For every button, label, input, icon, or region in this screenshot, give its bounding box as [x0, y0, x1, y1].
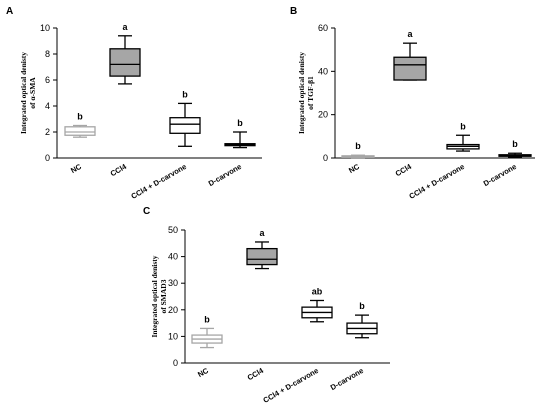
- box-2: b CCl4 + D-carvone: [130, 89, 201, 201]
- significance-label: b: [359, 301, 365, 311]
- box-1: a CCl4: [246, 228, 278, 383]
- y-tick-label: 60: [318, 23, 328, 33]
- significance-label: b: [204, 314, 210, 324]
- significance-label: b: [512, 139, 518, 149]
- significance-label: a: [407, 29, 413, 39]
- category-label: NC: [196, 366, 210, 380]
- box-3: b D-carvone: [329, 301, 378, 392]
- box-0: b NC: [341, 141, 375, 176]
- panel-letter: C: [143, 206, 150, 217]
- box-0: b NC: [191, 314, 223, 380]
- category-label: D-carvone: [482, 162, 518, 188]
- category-label: CCl4: [394, 162, 414, 179]
- category-label: NC: [69, 162, 83, 176]
- significance-label: b: [460, 121, 466, 131]
- category-label: D-carvone: [207, 162, 243, 188]
- y-tick-label: 0: [45, 153, 50, 163]
- panel-letter: A: [6, 6, 13, 17]
- y-axis-label: of TGF-β1: [306, 76, 315, 110]
- box-iqr: [393, 56, 427, 81]
- box-iqr: [169, 117, 201, 134]
- y-tick-label: 10: [168, 331, 178, 341]
- significance-label: b: [237, 118, 243, 128]
- box-2: b CCl4 + D-carvone: [408, 121, 480, 201]
- y-tick-label: 0: [173, 358, 178, 368]
- y-axis-label: Integrated optical denisty: [150, 255, 159, 337]
- category-label: CCl4: [109, 162, 129, 179]
- significance-label: a: [122, 22, 128, 32]
- box-0: b NC: [64, 112, 96, 176]
- category-label: CCl4 + D-carvone: [262, 366, 320, 405]
- significance-label: b: [77, 112, 83, 122]
- y-tick-label: 40: [168, 252, 178, 262]
- box-3: b D-carvone: [482, 139, 532, 188]
- box-3: b D-carvone: [207, 118, 256, 188]
- y-tick-label: 30: [168, 278, 178, 288]
- y-tick-label: 50: [168, 225, 178, 235]
- category-label: CCl4 + D-carvone: [130, 162, 188, 201]
- box-iqr: [246, 247, 278, 266]
- significance-label: b: [355, 141, 361, 151]
- y-axis-label: Integrated optical denisty: [297, 52, 306, 134]
- significance-label: ab: [312, 286, 323, 296]
- y-tick-label: 20: [168, 305, 178, 315]
- y-tick-label: 40: [318, 66, 328, 76]
- y-axis-label: Integrated optical denisty: [19, 52, 28, 134]
- y-tick-label: 20: [318, 110, 328, 120]
- category-label: D-carvone: [329, 366, 365, 392]
- significance-label: b: [182, 89, 188, 99]
- panel-c: C Integrated optical denisty of SMAD3 0 10 20…: [143, 206, 390, 405]
- category-label: CCl4 + D-carvone: [408, 162, 466, 201]
- box-1: a CCl4: [109, 22, 141, 179]
- y-tick-label: 0: [323, 153, 328, 163]
- y-tick-label: 6: [45, 75, 50, 85]
- panel-a: A Integrated optical denisty of α-SMA 0 2 4 6 8…: [6, 6, 262, 201]
- category-label: CCl4: [246, 366, 266, 383]
- y-tick-label: 8: [45, 49, 50, 59]
- box-1: a CCl4: [393, 29, 427, 179]
- category-label: NC: [347, 162, 361, 176]
- panel-b: B Integrated optical denisty of TGF-β1 0 20 4…: [290, 6, 535, 201]
- y-tick-label: 10: [40, 23, 50, 33]
- panel-letter: B: [290, 6, 297, 17]
- box-2: ab CCl4 + D-carvone: [262, 286, 333, 405]
- y-tick-label: 4: [45, 101, 50, 111]
- significance-label: a: [259, 228, 265, 238]
- y-axis-label: of α-SMA: [28, 77, 37, 109]
- y-tick-label: 2: [45, 127, 50, 137]
- box-iqr: [64, 126, 96, 136]
- box-iqr: [109, 48, 141, 77]
- y-axis-label: of SMAD3: [159, 279, 168, 313]
